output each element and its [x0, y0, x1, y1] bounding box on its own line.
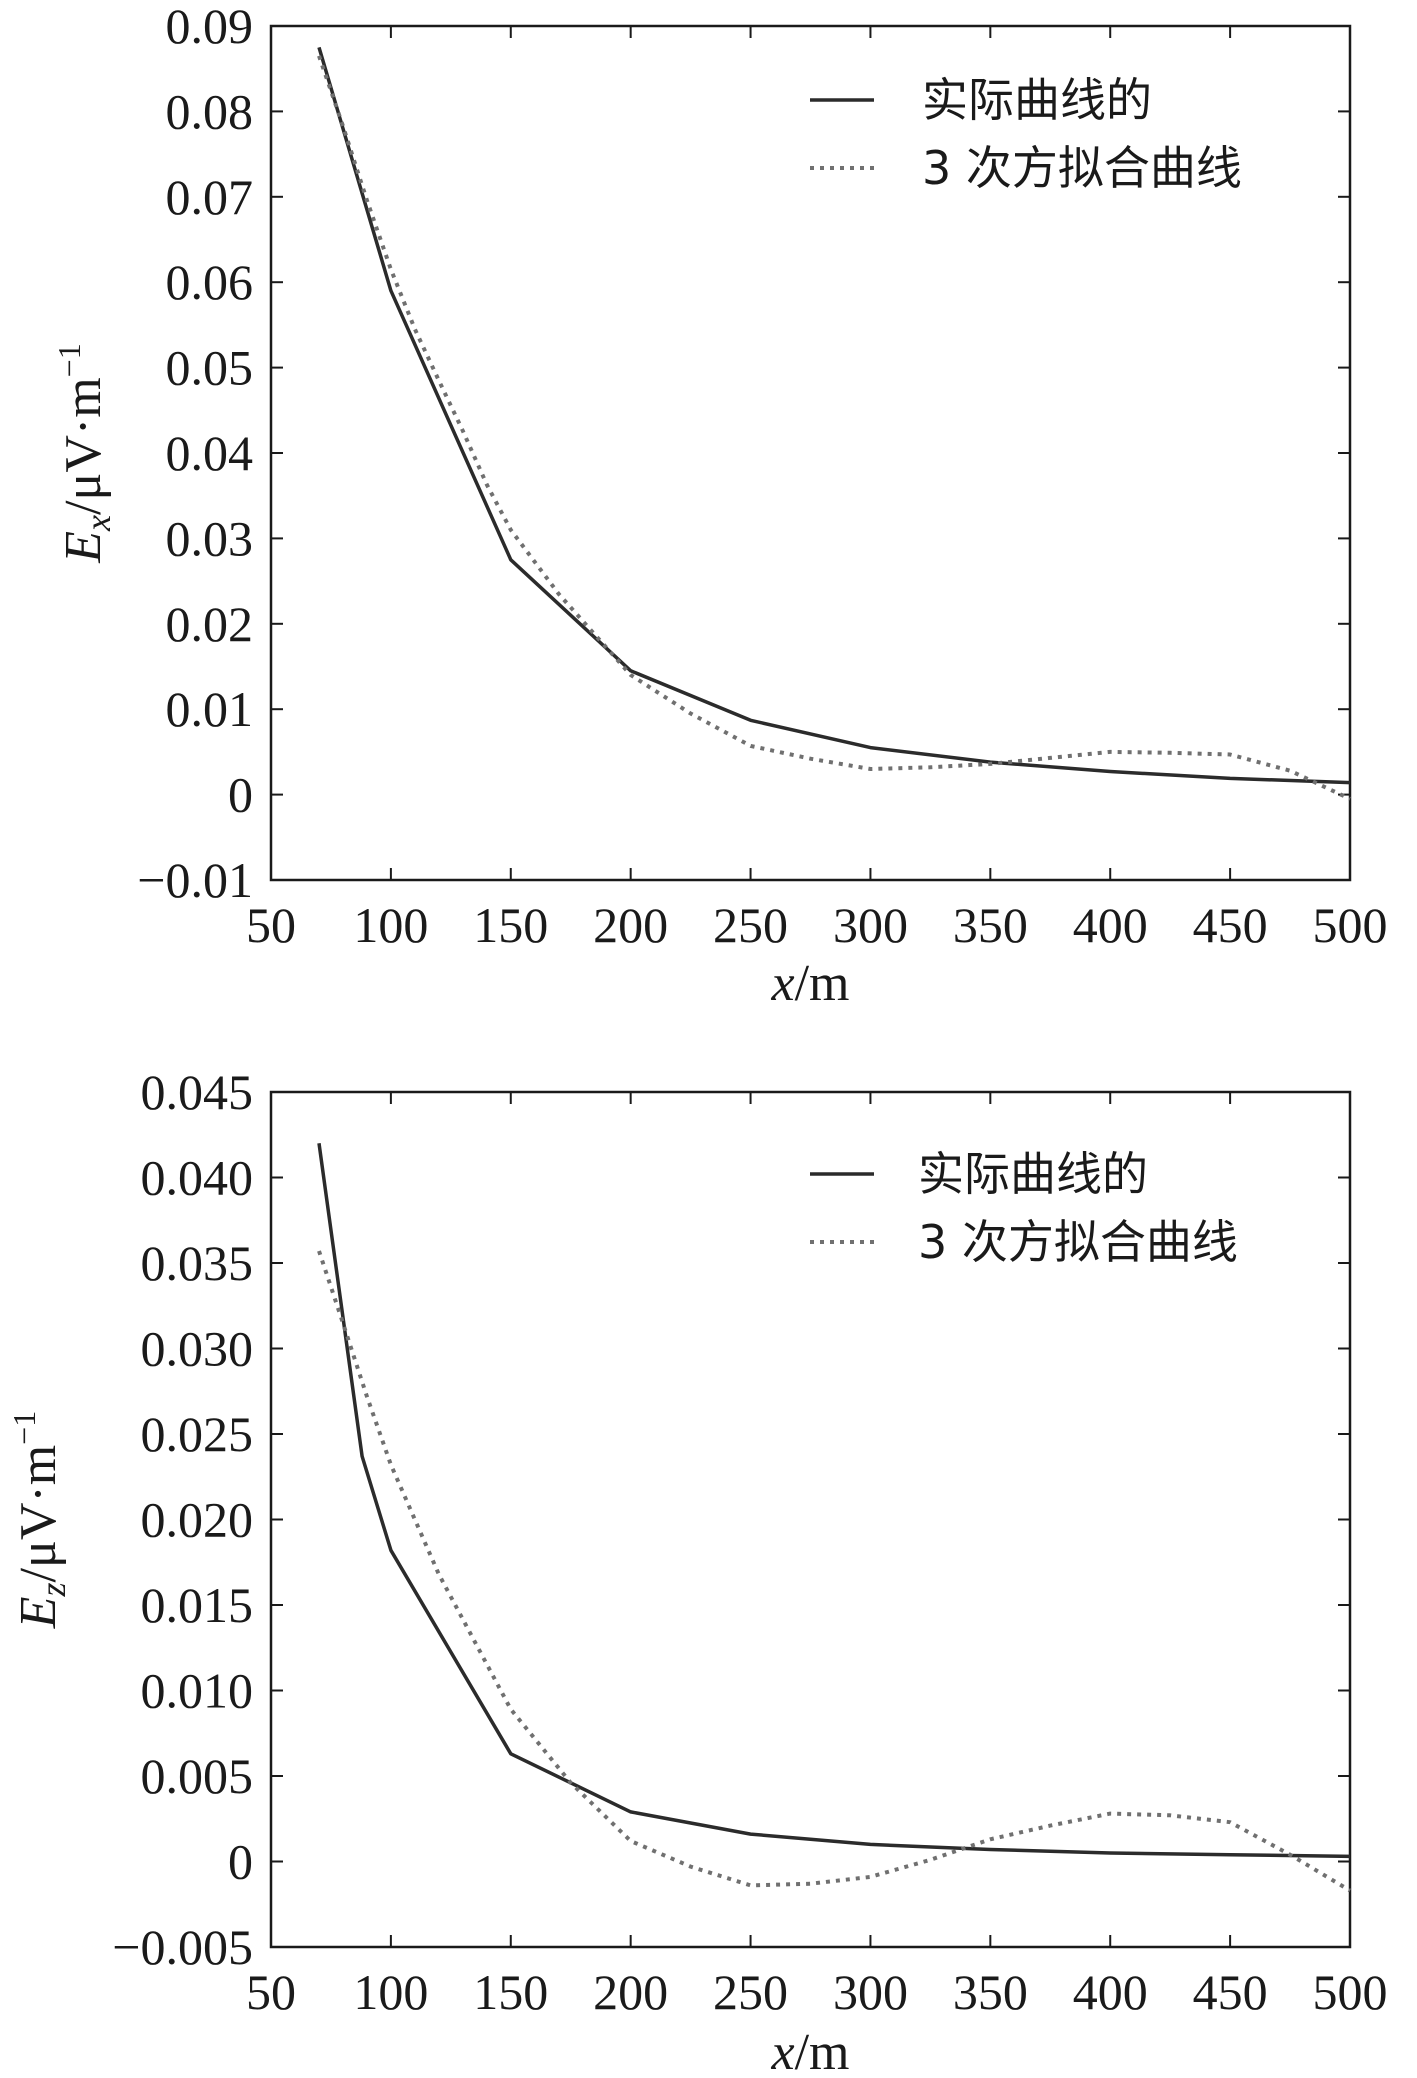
- x-axis-var: x: [771, 955, 795, 1012]
- y-axis-sub: z: [33, 1582, 73, 1597]
- actual-curve-line: [317, 46, 1351, 785]
- y-tick-label: 0.01: [166, 681, 254, 737]
- y-tick-label: 0.035: [141, 1235, 254, 1291]
- y-tick-label: 0.03: [166, 510, 254, 566]
- y-tick-label: 0.015: [141, 1577, 254, 1633]
- y-tick-label: 0: [228, 767, 253, 823]
- x-tick-label: 450: [1193, 897, 1268, 953]
- x-tick-label: 50: [246, 1964, 296, 2020]
- legend-label-actual: 实际曲线的: [922, 73, 1152, 127]
- x-tick-label: 200: [593, 1964, 668, 2020]
- y-tick-label: 0.06: [166, 254, 254, 310]
- y-tick-label: 0: [228, 1834, 253, 1890]
- x-tick-label: 350: [953, 1964, 1028, 2020]
- legend-label-fit: 3 次方拟合曲线: [922, 141, 1242, 195]
- y-tick-label: 0.025: [141, 1406, 254, 1462]
- y-axis-unit: /μV·m: [10, 1445, 67, 1583]
- y-axis-unit: /μV·m: [55, 377, 112, 515]
- actual-curve-line: [317, 1143, 1351, 1859]
- chart-ez: 50 100 150 200 250 300 350 400 450 500 −0.005 0 0.00…: [6, 1064, 1388, 2078]
- x-axis-unit: /m: [795, 2024, 850, 2078]
- y-tick-label: 0.08: [166, 83, 254, 139]
- x-tick-label: 250: [713, 1964, 788, 2020]
- y-tick-label: 0.020: [141, 1492, 254, 1548]
- x-tick-label: 500: [1313, 897, 1388, 953]
- y-tick-label: 0.04: [166, 425, 254, 481]
- y-tick-label: 0.07: [166, 169, 254, 225]
- x-axis-title: x/m: [771, 2024, 850, 2078]
- x-tick-label: 350: [953, 897, 1028, 953]
- x-tick-label: 100: [353, 1964, 428, 2020]
- x-tick-label: 250: [713, 897, 788, 953]
- x-axis-unit: /m: [795, 955, 850, 1012]
- x-tick-label: 50: [246, 897, 296, 953]
- x-tick-label: 100: [353, 897, 428, 953]
- x-tick-label: 300: [833, 897, 908, 953]
- y-tick-label: 0.09: [166, 0, 254, 54]
- y-axis-sup: −1: [6, 1411, 42, 1445]
- y-axis-sub: x: [78, 515, 118, 532]
- chart-ex: 50 100 150 200 250 300 350 400 450 500 −0.01 0 0.01 0…: [51, 0, 1388, 1012]
- x-tick-label: 300: [833, 1964, 908, 2020]
- x-tick-label: 400: [1073, 1964, 1148, 2020]
- y-tick-label: −0.005: [112, 1919, 253, 1975]
- fit-curve-line: [317, 1250, 1352, 1893]
- y-tick-label: 0.010: [141, 1663, 254, 1719]
- y-axis-title: Ez/μV·m−1: [6, 1411, 73, 1629]
- x-tick-label: 450: [1193, 1964, 1268, 2020]
- y-axis-title: Ex/μV·m−1: [51, 343, 118, 563]
- y-tick-label: −0.01: [137, 852, 253, 908]
- y-axis-sup: −1: [51, 343, 87, 377]
- x-tick-label: 500: [1313, 1964, 1388, 2020]
- x-tick-label: 150: [473, 897, 548, 953]
- chart-panel-ez: 50 100 150 200 250 300 350 400 450 500 −0.005 0 0.00…: [0, 1039, 1417, 2078]
- y-tick-label: 0.005: [141, 1748, 254, 1804]
- legend-label-actual: 实际曲线的: [918, 1147, 1148, 1201]
- legend-label-fit: 3 次方拟合曲线: [918, 1215, 1238, 1269]
- x-tick-label: 200: [593, 897, 668, 953]
- y-tick-label: 0.040: [141, 1150, 254, 1206]
- y-tick-label: 0.030: [141, 1321, 254, 1377]
- x-axis-var: x: [771, 2024, 795, 2078]
- x-tick-label: 400: [1073, 897, 1148, 953]
- y-axis-var: E: [10, 1596, 67, 1629]
- y-tick-label: 0.05: [166, 340, 254, 396]
- chart-panel-ex: 50 100 150 200 250 300 350 400 450 500 −0.01 0 0.01 0…: [51, 0, 1388, 1012]
- fit-curve-line: [317, 55, 1351, 801]
- y-axis-var: E: [55, 531, 112, 564]
- y-tick-label: 0.02: [166, 596, 254, 652]
- x-axis-title: x/m: [771, 955, 850, 1012]
- y-tick-label: 0.045: [141, 1064, 254, 1120]
- x-tick-label: 150: [473, 1964, 548, 2020]
